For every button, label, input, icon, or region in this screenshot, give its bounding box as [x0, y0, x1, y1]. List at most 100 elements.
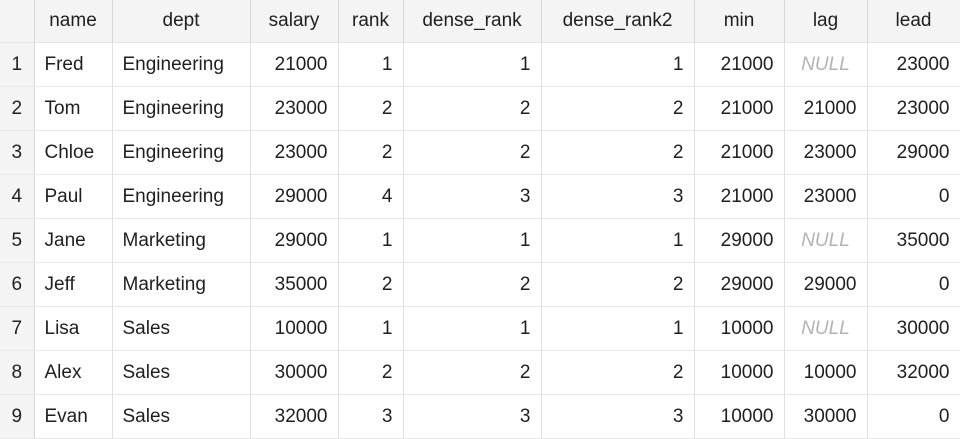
cell-dense-rank[interactable]: 2	[403, 130, 542, 175]
cell-lead[interactable]: 0	[867, 174, 960, 219]
cell-dense-rank2[interactable]: 2	[541, 130, 695, 175]
cell-dense-rank2[interactable]: 2	[541, 350, 695, 395]
cell-dept[interactable]: Sales	[112, 394, 251, 439]
table-row[interactable]: 2 Tom Engineering 23000 2 2 2 21000 21000 23000	[0, 86, 960, 131]
cell-min[interactable]: 10000	[694, 306, 785, 351]
cell-dense-rank2[interactable]: 3	[541, 394, 695, 439]
cell-dense-rank[interactable]: 3	[403, 394, 542, 439]
cell-name[interactable]: Evan	[34, 394, 113, 439]
cell-dense-rank[interactable]: 2	[403, 350, 542, 395]
cell-dept[interactable]: Engineering	[112, 86, 251, 131]
cell-dense-rank2[interactable]: 2	[541, 262, 695, 307]
cell-name[interactable]: Lisa	[34, 306, 113, 351]
cell-lag[interactable]: 21000	[784, 86, 868, 131]
cell-lag[interactable]: 30000	[784, 394, 868, 439]
cell-rank[interactable]: 4	[338, 174, 404, 219]
cell-rank[interactable]: 1	[338, 42, 404, 87]
cell-salary[interactable]: 30000	[250, 350, 339, 395]
cell-name[interactable]: Paul	[34, 174, 113, 219]
cell-name[interactable]: Jane	[34, 218, 113, 263]
cell-lag[interactable]: 29000	[784, 262, 868, 307]
cell-dense-rank[interactable]: 2	[403, 262, 542, 307]
cell-lead[interactable]: 29000	[867, 130, 960, 175]
cell-rank[interactable]: 1	[338, 306, 404, 351]
table-row[interactable]: 4 Paul Engineering 29000 4 3 3 21000 23000 0	[0, 174, 960, 219]
cell-name[interactable]: Alex	[34, 350, 113, 395]
cell-lead[interactable]: 23000	[867, 42, 960, 87]
row-number[interactable]: 4	[0, 174, 35, 219]
cell-dept[interactable]: Engineering	[112, 130, 251, 175]
null-cell-lag[interactable]: NULL	[784, 218, 868, 263]
cell-dept[interactable]: Sales	[112, 306, 251, 351]
cell-salary[interactable]: 23000	[250, 86, 339, 131]
null-cell-lag[interactable]: NULL	[784, 306, 868, 351]
column-header-dense-rank[interactable]: dense_rank	[403, 0, 542, 43]
cell-lead[interactable]: 23000	[867, 86, 960, 131]
cell-salary[interactable]: 29000	[250, 218, 339, 263]
table-row[interactable]: 5 Jane Marketing 29000 1 1 1 29000 NULL 35000	[0, 218, 960, 263]
cell-lead[interactable]: 32000	[867, 350, 960, 395]
row-number[interactable]: 9	[0, 394, 35, 439]
cell-dept[interactable]: Engineering	[112, 174, 251, 219]
cell-min[interactable]: 21000	[694, 130, 785, 175]
cell-dense-rank[interactable]: 3	[403, 174, 542, 219]
cell-rank[interactable]: 2	[338, 350, 404, 395]
cell-salary[interactable]: 32000	[250, 394, 339, 439]
table-row[interactable]: 7 Lisa Sales 10000 1 1 1 10000 NULL 30000	[0, 306, 960, 351]
table-row[interactable]: 8 Alex Sales 30000 2 2 2 10000 10000 32000	[0, 350, 960, 395]
row-number[interactable]: 6	[0, 262, 35, 307]
table-row[interactable]: 1 Fred Engineering 21000 1 1 1 21000 NULL 23000	[0, 42, 960, 87]
cell-lead[interactable]: 0	[867, 394, 960, 439]
row-number-header[interactable]	[0, 0, 35, 43]
cell-lag[interactable]: 10000	[784, 350, 868, 395]
cell-min[interactable]: 29000	[694, 262, 785, 307]
cell-dense-rank[interactable]: 2	[403, 86, 542, 131]
row-number[interactable]: 5	[0, 218, 35, 263]
cell-min[interactable]: 21000	[694, 174, 785, 219]
cell-name[interactable]: Fred	[34, 42, 113, 87]
cell-rank[interactable]: 3	[338, 394, 404, 439]
cell-dense-rank2[interactable]: 2	[541, 86, 695, 131]
cell-lead[interactable]: 30000	[867, 306, 960, 351]
column-header-name[interactable]: name	[34, 0, 113, 43]
cell-salary[interactable]: 29000	[250, 174, 339, 219]
cell-dense-rank[interactable]: 1	[403, 306, 542, 351]
table-row[interactable]: 6 Jeff Marketing 35000 2 2 2 29000 29000 0	[0, 262, 960, 307]
cell-lead[interactable]: 35000	[867, 218, 960, 263]
cell-dense-rank[interactable]: 1	[403, 42, 542, 87]
cell-dept[interactable]: Engineering	[112, 42, 251, 87]
column-header-min[interactable]: min	[694, 0, 785, 43]
column-header-lead[interactable]: lead	[867, 0, 960, 43]
cell-dept[interactable]: Sales	[112, 350, 251, 395]
cell-dense-rank2[interactable]: 3	[541, 174, 695, 219]
cell-rank[interactable]: 1	[338, 218, 404, 263]
cell-lead[interactable]: 0	[867, 262, 960, 307]
cell-name[interactable]: Jeff	[34, 262, 113, 307]
cell-lag[interactable]: 23000	[784, 174, 868, 219]
cell-lag[interactable]: 23000	[784, 130, 868, 175]
cell-dense-rank2[interactable]: 1	[541, 42, 695, 87]
cell-min[interactable]: 10000	[694, 350, 785, 395]
cell-rank[interactable]: 2	[338, 130, 404, 175]
table-row[interactable]: 9 Evan Sales 32000 3 3 3 10000 30000 0	[0, 394, 960, 439]
null-cell-lag[interactable]: NULL	[784, 42, 868, 87]
cell-salary[interactable]: 10000	[250, 306, 339, 351]
column-header-dept[interactable]: dept	[112, 0, 251, 43]
cell-dense-rank[interactable]: 1	[403, 218, 542, 263]
cell-rank[interactable]: 2	[338, 86, 404, 131]
cell-min[interactable]: 29000	[694, 218, 785, 263]
column-header-dense-rank2[interactable]: dense_rank2	[541, 0, 695, 43]
cell-min[interactable]: 21000	[694, 86, 785, 131]
row-number[interactable]: 8	[0, 350, 35, 395]
column-header-lag[interactable]: lag	[784, 0, 868, 43]
row-number[interactable]: 1	[0, 42, 35, 87]
row-number[interactable]: 2	[0, 86, 35, 131]
row-number[interactable]: 7	[0, 306, 35, 351]
cell-dense-rank2[interactable]: 1	[541, 306, 695, 351]
cell-name[interactable]: Tom	[34, 86, 113, 131]
column-header-salary[interactable]: salary	[250, 0, 339, 43]
column-header-rank[interactable]: rank	[338, 0, 404, 43]
row-number[interactable]: 3	[0, 130, 35, 175]
cell-rank[interactable]: 2	[338, 262, 404, 307]
cell-dense-rank2[interactable]: 1	[541, 218, 695, 263]
